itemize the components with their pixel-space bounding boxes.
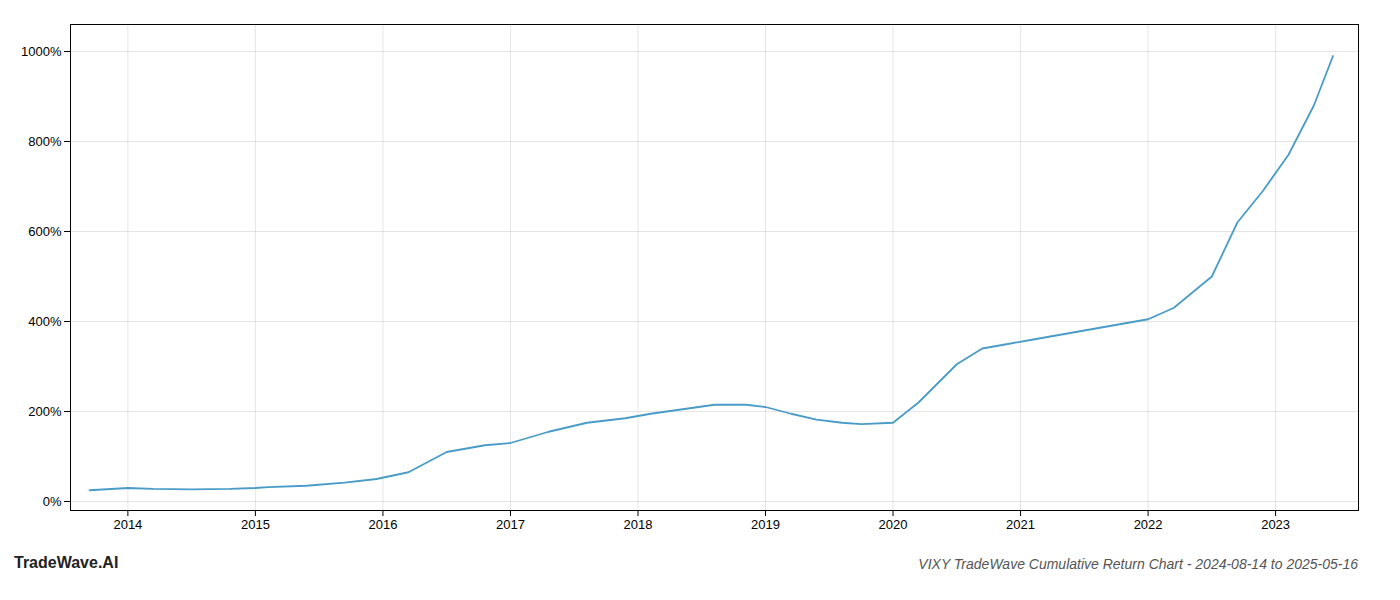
svg-text:2016: 2016 [368, 517, 397, 532]
html-text:VIXY TradeWave Cumulative Retu: VIXY TradeWave Cumulative Return Chart -… [918, 556, 1358, 572]
svg-text:2021: 2021 [1006, 517, 1035, 532]
svg-text:2020: 2020 [879, 517, 908, 532]
svg-text:1000%: 1000% [21, 44, 62, 59]
svg-text:200%: 200% [28, 404, 62, 419]
svg-text:0%: 0% [43, 494, 62, 509]
svg-text:800%: 800% [28, 134, 62, 149]
svg-text:2018: 2018 [624, 517, 653, 532]
svg-text:400%: 400% [28, 314, 62, 329]
svg-text:2014: 2014 [113, 517, 142, 532]
svg-text:2015: 2015 [241, 517, 270, 532]
svg-text:2023: 2023 [1261, 517, 1290, 532]
svg-text:600%: 600% [28, 224, 62, 239]
svg-text:2022: 2022 [1134, 517, 1163, 532]
html-text:TradeWave.AI: TradeWave.AI [14, 554, 119, 571]
svg-text:2019: 2019 [751, 517, 780, 532]
svg-text:2017: 2017 [496, 517, 525, 532]
